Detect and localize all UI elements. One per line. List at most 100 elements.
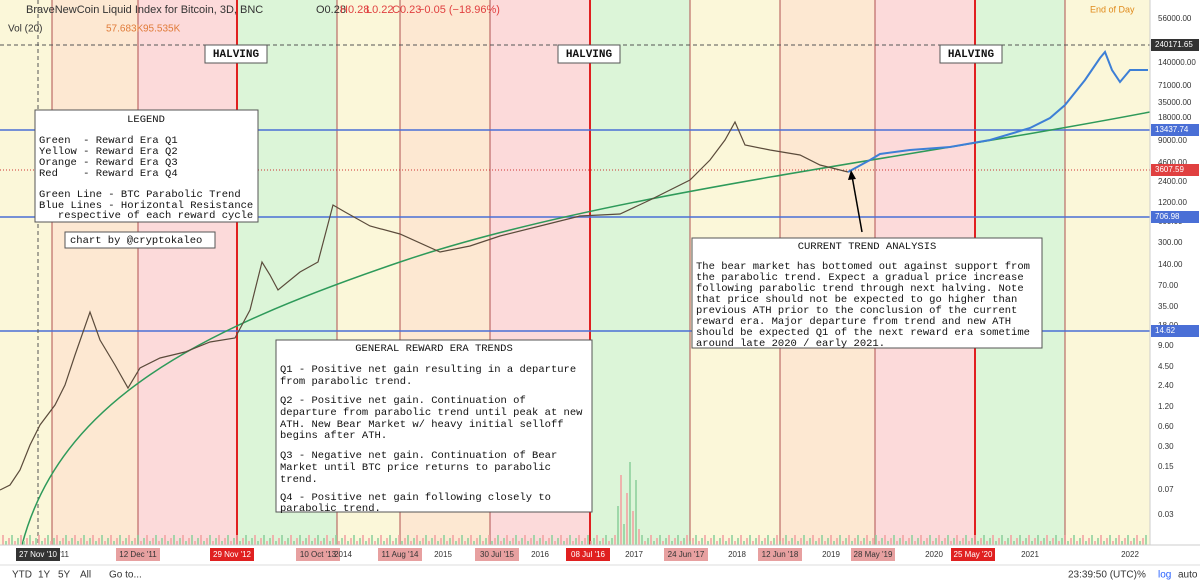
annotation-text: respective of each reward cycle xyxy=(39,210,253,222)
volume-bar xyxy=(107,538,109,545)
volume-bar xyxy=(989,538,991,545)
volume-bar xyxy=(461,535,463,545)
volume-bar xyxy=(848,535,850,545)
volume-bar xyxy=(623,524,625,545)
volume-bar xyxy=(992,535,994,545)
goto-button[interactable]: Go to... xyxy=(109,570,142,581)
volume-bar xyxy=(551,535,553,545)
volume-bar xyxy=(710,538,712,545)
volume-bar xyxy=(248,541,250,545)
scale-option[interactable]: auto xyxy=(1178,570,1198,581)
volume-bar xyxy=(851,541,853,545)
annotation-text: begins after ATH. xyxy=(280,430,387,442)
volume-bar xyxy=(275,541,277,545)
time-tick-label: 2016 xyxy=(531,550,549,559)
range-button[interactable]: 5Y xyxy=(58,570,71,581)
volume-bar xyxy=(29,535,31,545)
volume-bar xyxy=(638,529,640,545)
annotation-text: previous ATH prior to the conclusion of … xyxy=(696,305,1017,317)
volume-bar xyxy=(998,538,1000,545)
volume-bar xyxy=(278,538,280,545)
volume-bar xyxy=(338,541,340,545)
price-tick-label: 70.00 xyxy=(1158,281,1179,290)
volume-bar xyxy=(200,535,202,545)
time-tick-label: 29 Nov '12 xyxy=(213,550,252,559)
volume-bar xyxy=(560,535,562,545)
annotation-text: Market until BTC price returns to parabo… xyxy=(280,462,551,474)
volume-bar xyxy=(1001,535,1003,545)
volume-bar xyxy=(860,541,862,545)
range-button[interactable]: All xyxy=(80,570,91,581)
volume-bar xyxy=(140,541,142,545)
volume-bar xyxy=(1124,538,1126,545)
volume-bar xyxy=(743,541,745,545)
volume-bar xyxy=(74,535,76,545)
volume-bar xyxy=(905,541,907,545)
scale-option[interactable]: % xyxy=(1137,570,1146,581)
volume-bar xyxy=(317,535,319,545)
annotation-text: Q2 - Positive net gain. Continuation of xyxy=(280,395,526,407)
volume-bar xyxy=(671,541,673,545)
volume-bar xyxy=(590,541,592,545)
volume-bar xyxy=(218,535,220,545)
volume-bar xyxy=(887,541,889,545)
volume-bar xyxy=(332,538,334,545)
volume-bar xyxy=(836,538,838,545)
volume-bar xyxy=(557,538,559,545)
annotation-text: from parabolic trend. xyxy=(280,376,412,388)
volume-bar xyxy=(956,535,958,545)
annotation-text: departure from parabolic trend until pea… xyxy=(280,407,583,419)
volume-bar xyxy=(770,541,772,545)
volume-bar xyxy=(158,541,160,545)
volume-bar xyxy=(155,535,157,545)
volume-bar xyxy=(515,535,517,545)
era-band xyxy=(138,0,237,545)
volume-bar xyxy=(389,535,391,545)
price-tick-label: 0.03 xyxy=(1158,510,1174,519)
era-band xyxy=(52,0,138,545)
volume-bar xyxy=(728,538,730,545)
volume-bar xyxy=(125,538,127,545)
volume-bar xyxy=(176,541,178,545)
volume-bar xyxy=(782,538,784,545)
range-button[interactable]: YTD xyxy=(12,570,32,581)
annotation-text: the parabolic trend. Expect a gradual pr… xyxy=(696,272,1024,284)
volume-bar xyxy=(1028,535,1030,545)
volume-bar xyxy=(281,535,283,545)
volume-bar xyxy=(725,541,727,545)
clock: 23:39:50 (UTC) xyxy=(1068,570,1137,581)
range-button[interactable]: 1Y xyxy=(38,570,51,581)
volume-bar xyxy=(272,535,274,545)
volume-bar xyxy=(326,535,328,545)
end-of-day[interactable]: End of Day xyxy=(1090,4,1135,14)
price-tick-label: 56000.00 xyxy=(1158,14,1192,23)
volume-bar xyxy=(686,535,688,545)
volume-bar xyxy=(137,535,139,545)
annotation-text: reward era. Major departure from trend a… xyxy=(696,316,1011,328)
volume-bar xyxy=(482,541,484,545)
price-badge xyxy=(1151,124,1199,136)
annotation-text: LEGEND xyxy=(127,114,165,126)
volume-bar xyxy=(896,541,898,545)
volume-bar xyxy=(509,541,511,545)
volume-bar xyxy=(674,538,676,545)
price-tick-label: 4600.00 xyxy=(1158,158,1187,167)
volume-bar xyxy=(290,535,292,545)
volume-bar xyxy=(320,541,322,545)
volume-bar xyxy=(971,538,973,545)
volume-bar xyxy=(713,535,715,545)
scale-option[interactable]: log xyxy=(1158,570,1171,581)
volume-bar xyxy=(1064,535,1066,545)
annotation-text: trend. xyxy=(280,474,318,486)
volume-bar xyxy=(584,538,586,545)
volume-bar xyxy=(842,541,844,545)
volume-bar xyxy=(602,538,604,545)
volume-bar xyxy=(17,538,19,545)
volume-bar xyxy=(497,535,499,545)
volume-bar xyxy=(20,535,22,545)
volume-bar xyxy=(308,535,310,545)
volume-bar xyxy=(284,541,286,545)
volume-bar xyxy=(926,538,928,545)
price-tick-label: 9.00 xyxy=(1158,341,1174,350)
volume-bar xyxy=(5,541,7,545)
